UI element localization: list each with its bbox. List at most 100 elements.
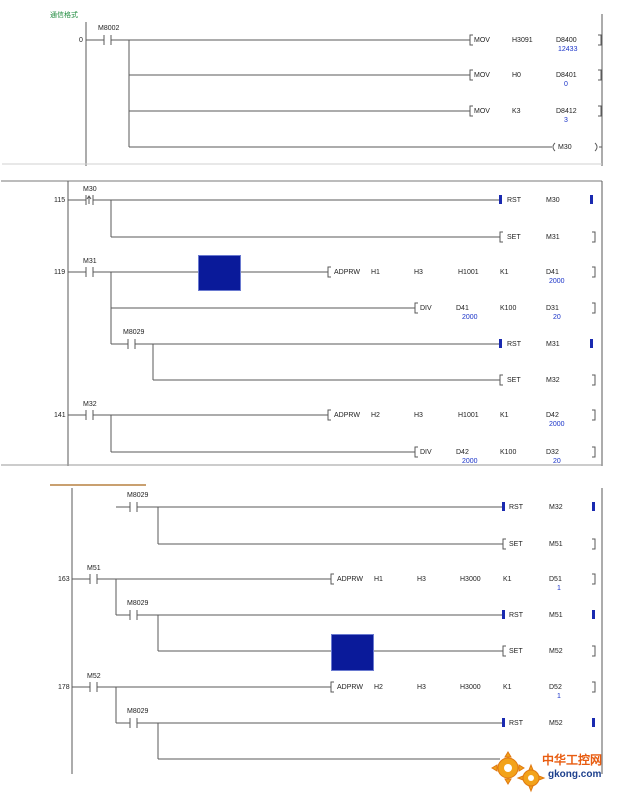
contact-label: M32 [83,401,97,408]
instruction-op: RST [509,720,523,727]
step-number: 163 [58,576,70,583]
instruction-op: ADPRW [334,269,360,276]
ladder-wires-2 [1,180,603,466]
instruction-op: SET [507,234,521,241]
contact-label: M31 [83,258,97,265]
instruction-op: SET [507,377,521,384]
operand: H3 [414,269,423,276]
monitor-value: 12433 [558,46,578,53]
instruction-op: RST [507,197,521,204]
instruction-op: DIV [420,449,432,456]
instruction-op: SET [509,648,523,655]
operand-source: H0 [512,72,521,79]
device-label: M51 [549,612,563,619]
device-label: M32 [549,504,563,511]
instruction-op: MOV [474,37,490,44]
instruction-op: ADPRW [337,684,363,691]
instruction-marker [502,610,505,619]
instruction-op: SET [509,541,523,548]
operand-dest: D8400 [556,37,577,44]
ladder-panel-1: 通信格式 M8002 0 MOV H3091 D8400 12433 MOV H… [0,0,626,168]
contact-label: M30 [83,186,97,193]
operand: H1001 [458,269,479,276]
watermark-url: gkong.com [548,769,602,780]
operand: H1 [374,576,383,583]
ladder-wires-3 [50,484,603,774]
operand-source: K3 [512,108,521,115]
highlight-block [198,255,241,291]
panel-header: 通信格式 [50,12,78,19]
ladder-panel-3: M8029 RST M32 SET M51 163 M51 ADPRW H1 H… [0,484,626,780]
instruction-marker [590,195,593,204]
operand: K1 [503,684,512,691]
contact-label: M8029 [127,492,149,499]
instruction-marker [592,718,595,727]
instruction-op: ADPRW [334,412,360,419]
step-number: 0 [79,37,83,44]
contact-label: M51 [87,565,101,572]
ladder-panel-2: 115 M30 RST M30 SET M31 119 M31 ADPRW H1… [0,176,626,468]
contact-label: M8029 [127,600,149,607]
operand: H2 [371,412,380,419]
watermark-text: 中华工控网 [542,753,603,767]
instruction-op: RST [507,341,521,348]
contact-label: M52 [87,673,101,680]
operand: K1 [503,576,512,583]
operand-dest: D8401 [556,72,577,79]
instruction-op: MOV [474,108,490,115]
operand-dest: D8412 [556,108,577,115]
operand: H3000 [460,684,481,691]
operand: D51 [549,576,562,583]
contact-label: M8029 [127,708,149,715]
device-label: M31 [546,234,560,241]
operand: H3 [417,684,426,691]
operand: D41 [546,269,559,276]
operand: K1 [500,269,509,276]
operand: H2 [374,684,383,691]
operand: D32 [546,449,559,456]
monitor-value: 0 [564,81,568,88]
contact-label: M8029 [123,329,145,336]
operand: H3 [414,412,423,419]
operand: K100 [500,449,517,456]
instruction-op: RST [509,504,523,511]
step-number: 178 [58,684,70,691]
instruction-marker [590,339,593,348]
highlight-block [331,634,374,671]
operand: H1 [371,269,380,276]
operand: H3 [417,576,426,583]
operand: D42 [456,449,469,456]
operand: K100 [500,305,517,312]
operand: D41 [456,305,469,312]
instruction-op: ADPRW [337,576,363,583]
monitor-value: 2000 [549,421,565,428]
operand: D31 [546,305,559,312]
device-label: M51 [549,541,563,548]
operand: K1 [500,412,509,419]
device-label: M52 [549,648,563,655]
device-label: M52 [549,720,563,727]
instruction-marker [502,502,505,511]
operand-source: H3091 [512,37,533,44]
device-label: M30 [546,197,560,204]
instruction-marker [592,502,595,511]
monitor-value: 2000 [462,314,478,321]
instruction-marker [502,718,505,727]
instruction-op: MOV [474,72,490,79]
site-watermark: 中华工控网 gkong.com [484,744,624,798]
operand: H3000 [460,576,481,583]
monitor-value: 20 [553,458,561,465]
instruction-marker [499,339,502,348]
gear-logo-icon [491,751,546,793]
instruction-op: RST [509,612,523,619]
step-number: 119 [54,269,66,276]
contact-label: M8002 [98,25,120,32]
ladder-wires-1 [2,14,603,166]
step-number: 141 [54,412,66,419]
monitor-value: 2000 [462,458,478,465]
monitor-value: 3 [564,117,568,124]
step-number: 115 [54,197,66,204]
monitor-value: 1 [557,693,561,700]
coil-label: M30 [558,144,572,151]
monitor-value: 2000 [549,278,565,285]
